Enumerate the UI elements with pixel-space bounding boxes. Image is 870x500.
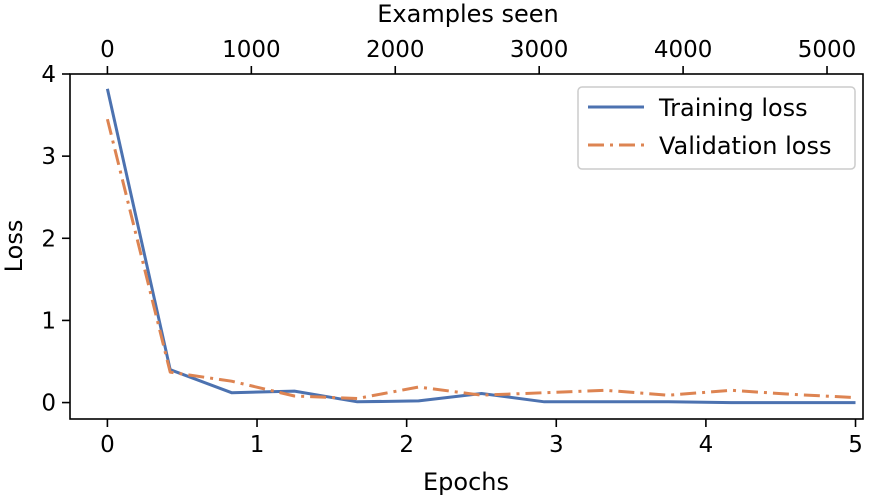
top-x-tick-label: 2000 bbox=[366, 37, 425, 63]
y-tick-label: 0 bbox=[41, 391, 56, 417]
x-tick-label: 1 bbox=[250, 432, 265, 458]
legend-label-training: Training loss bbox=[658, 94, 808, 122]
legend-box bbox=[577, 86, 856, 170]
top-x-tick-label: 1000 bbox=[222, 37, 281, 63]
legend: Training loss Validation loss bbox=[577, 86, 856, 170]
training-loss-line bbox=[105, 88, 856, 405]
top-x-tick-label: 5000 bbox=[798, 37, 857, 63]
y-axis-label: Loss bbox=[0, 220, 28, 273]
plot-area-frame bbox=[69, 73, 864, 420]
top-x-axis-label: Examples seen bbox=[377, 0, 559, 28]
x-axis-label: Epochs bbox=[423, 468, 509, 496]
y-tick-label: 3 bbox=[41, 144, 56, 170]
top-x-tick-label: 4000 bbox=[654, 37, 713, 63]
y-tick-label: 2 bbox=[41, 226, 56, 252]
top-x-tick-label: 0 bbox=[100, 37, 115, 63]
y-axis-ticks: 0 1 2 3 4 bbox=[41, 62, 70, 417]
x-tick-label: 3 bbox=[549, 432, 564, 458]
x-tick-label: 5 bbox=[848, 432, 863, 458]
x-tick-label: 4 bbox=[699, 432, 714, 458]
x-axis-ticks: 0 1 2 3 4 5 bbox=[100, 419, 863, 458]
series-layer bbox=[105, 88, 856, 405]
validation-loss-line bbox=[105, 118, 856, 400]
top-x-axis-ticks: 0 1000 2000 3000 4000 5000 bbox=[100, 37, 856, 74]
legend-label-validation: Validation loss bbox=[659, 132, 832, 160]
x-tick-label: 2 bbox=[399, 432, 414, 458]
top-x-tick-label: 3000 bbox=[510, 37, 569, 63]
y-tick-label: 1 bbox=[41, 308, 56, 334]
y-tick-label: 4 bbox=[41, 62, 56, 88]
x-tick-label: 0 bbox=[100, 432, 115, 458]
